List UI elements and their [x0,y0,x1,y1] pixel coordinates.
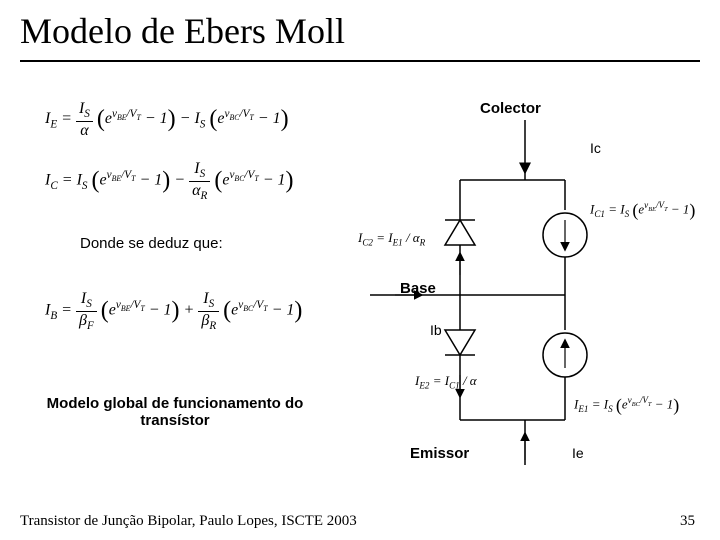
text-deduce: Donde se deduz que: [80,235,223,252]
text-model: Modelo global de funcionamento do transí… [40,395,310,429]
footer-text: Transistor de Junção Bipolar, Paulo Lope… [20,513,357,530]
circuit-diagram [370,120,590,470]
equation-ic: IC = IS (evBE/VT − 1) − ISαR (evBC/VT − … [45,160,294,202]
page-number: 35 [680,513,695,530]
equation-ic1: IC1 = IS (evBE/VT − 1) [590,200,695,221]
title-block: Modelo de Ebers Moll [20,10,700,62]
page-title: Modelo de Ebers Moll [20,10,700,60]
title-rule [20,60,700,62]
label-ic: Ic [590,140,601,156]
label-collector: Colector [480,100,541,117]
equation-ib: IB = ISβF (evBE/VT − 1) + ISβR (evBC/VT … [45,290,302,332]
equation-ie: IE = ISα (evBE/VT − 1) − IS (evBC/VT − 1… [45,100,289,139]
